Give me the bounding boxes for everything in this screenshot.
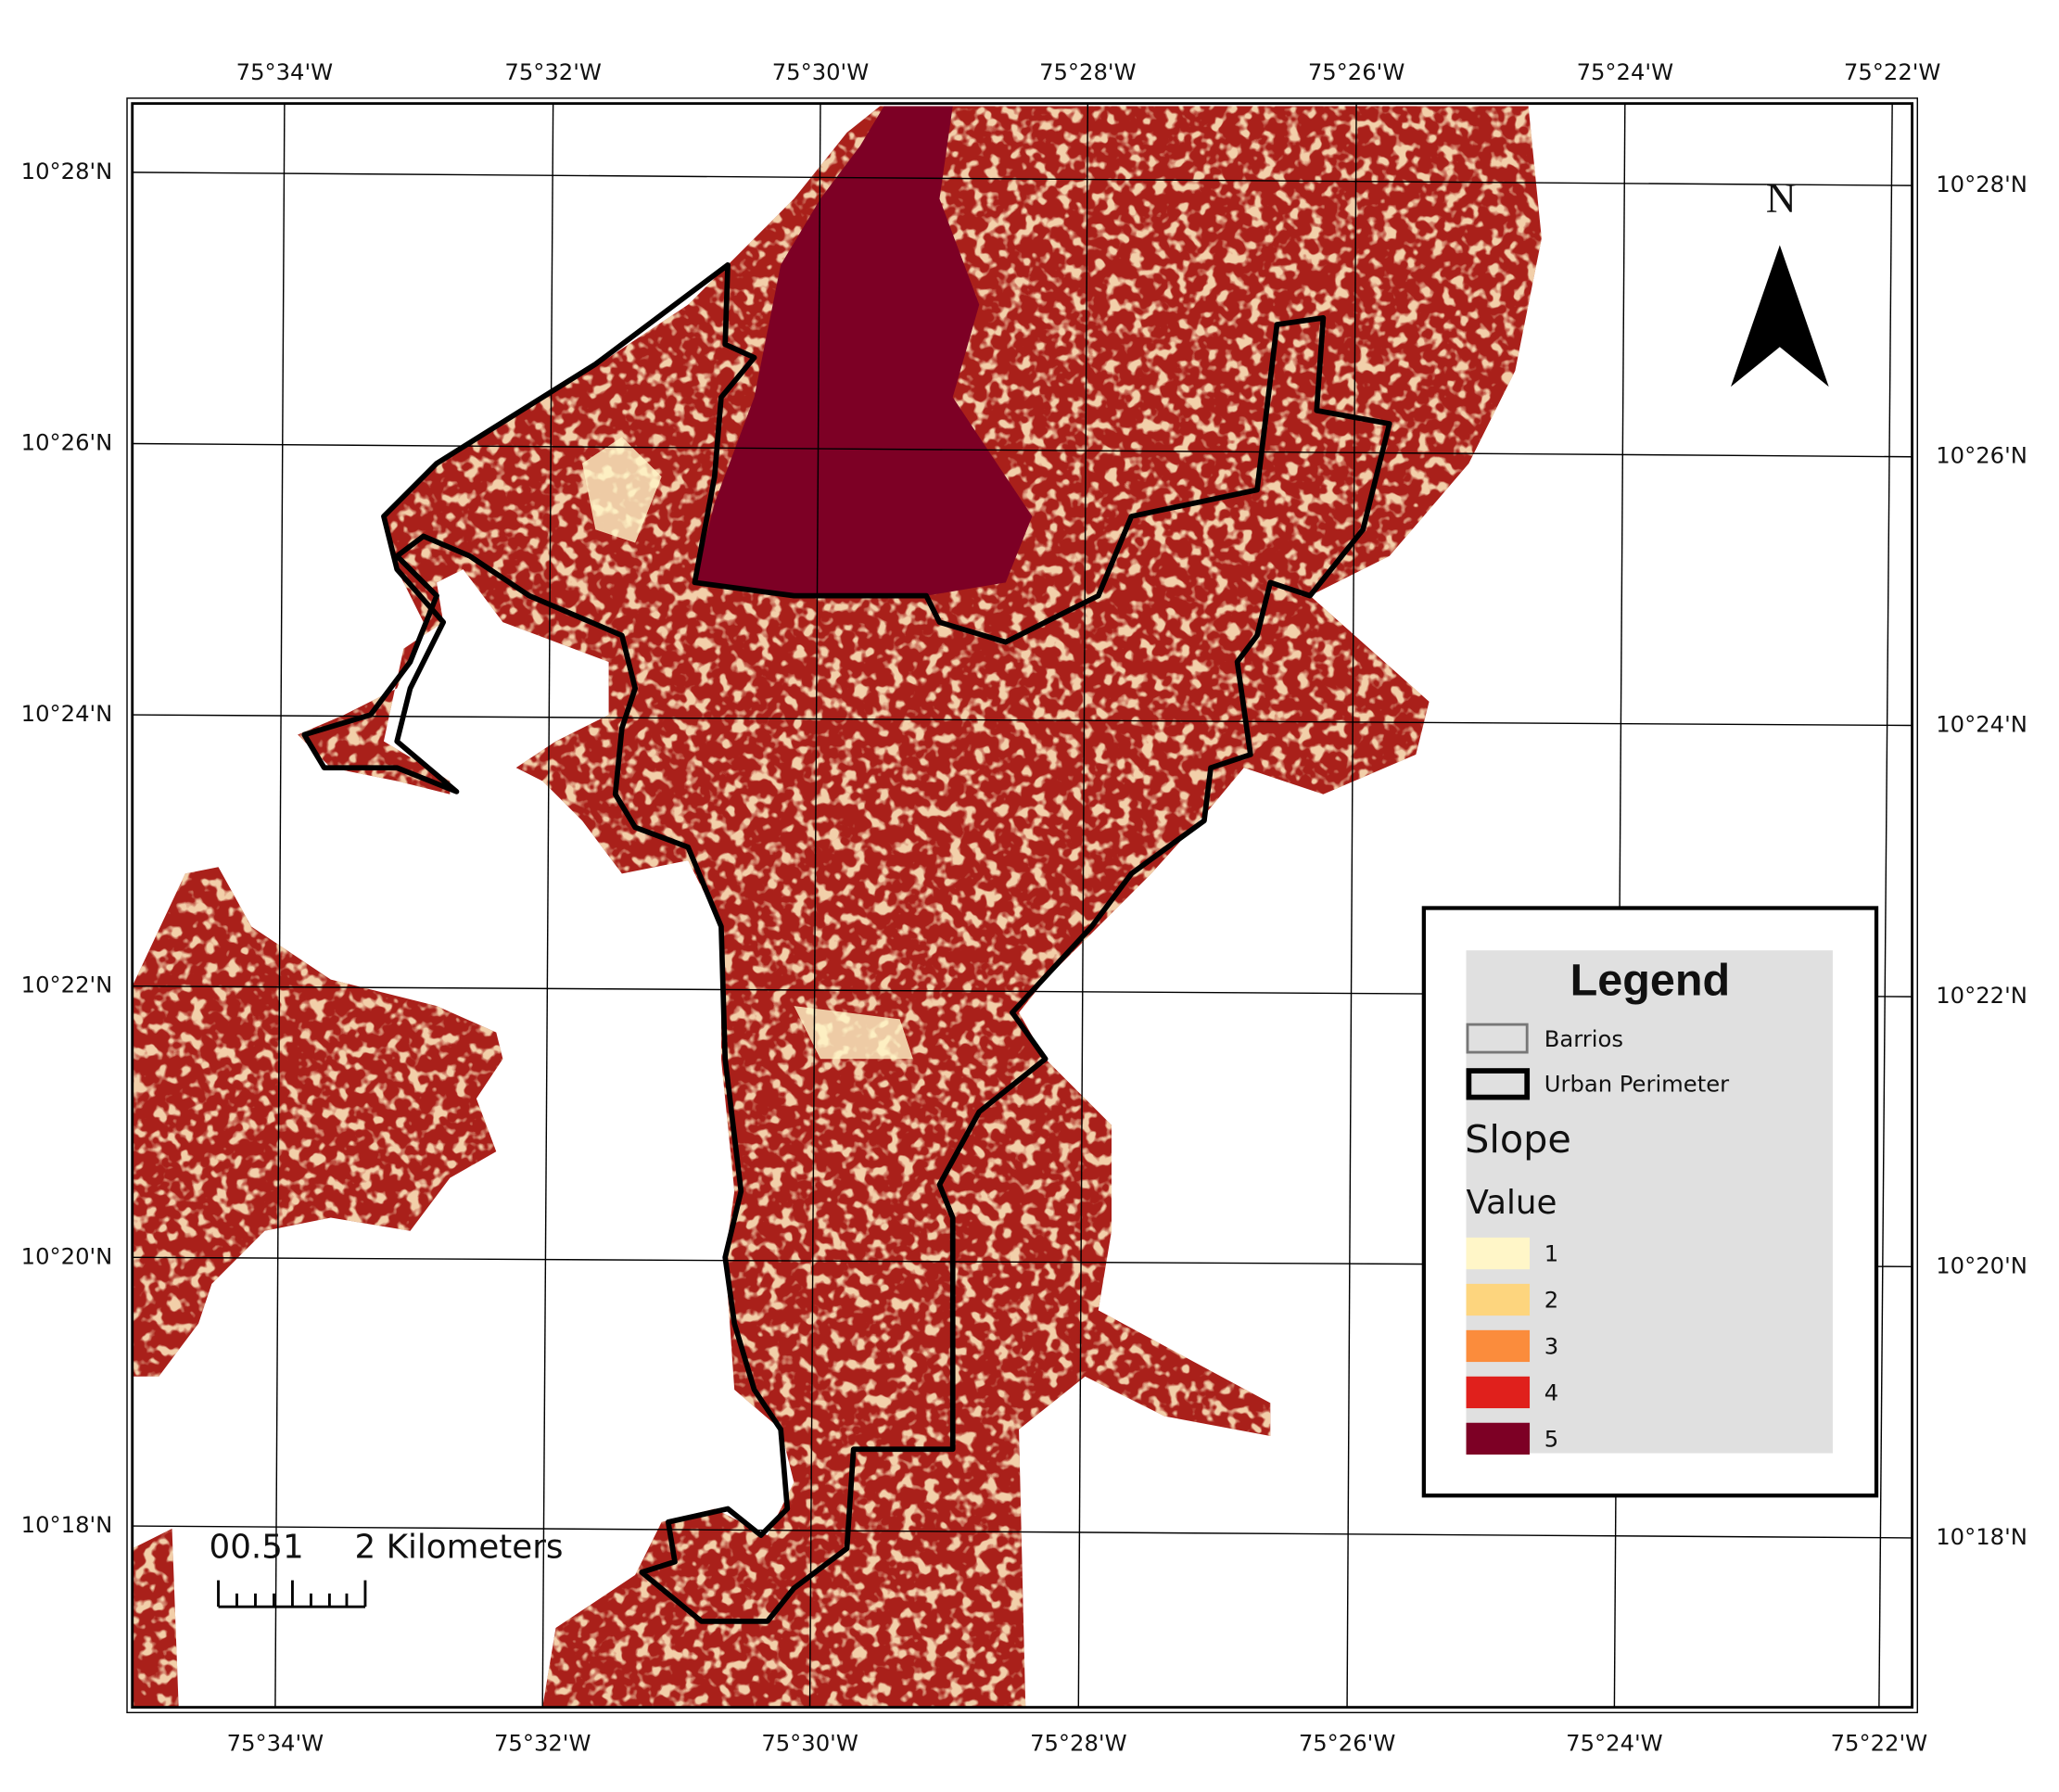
scale-bar: 00.51 2 Kilometers bbox=[210, 1528, 564, 1608]
parallel bbox=[132, 714, 1913, 727]
legend-swatch bbox=[1466, 1422, 1531, 1455]
lat-label: 10°24'N bbox=[1936, 711, 2027, 738]
lon-label: 75°28'W bbox=[1039, 58, 1137, 85]
north-label: N bbox=[1766, 174, 1797, 222]
legend-swatch bbox=[1466, 1283, 1531, 1316]
legend: Legend Barrios Urban Perimeter Slope Val… bbox=[1421, 906, 1879, 1498]
parallel bbox=[132, 172, 1913, 186]
parallel bbox=[132, 1525, 1913, 1539]
meridian bbox=[1077, 103, 1089, 1708]
lat-label: 10°20'N bbox=[21, 1242, 113, 1269]
legend-subtitle: Value bbox=[1467, 1184, 1557, 1222]
lon-label: 75°22'W bbox=[1844, 58, 1941, 85]
scale-label: 00.51 bbox=[210, 1528, 304, 1566]
lon-label: 75°26'W bbox=[1299, 1730, 1396, 1757]
legend-class-label: 3 bbox=[1544, 1332, 1558, 1359]
meridian bbox=[1878, 103, 1893, 1708]
lat-label: 10°26'N bbox=[1936, 442, 2027, 469]
legend-swatch bbox=[1466, 1376, 1531, 1409]
lat-label: 10°18'N bbox=[21, 1511, 113, 1538]
legend-class-label: 1 bbox=[1544, 1239, 1558, 1266]
legend-class-label: 5 bbox=[1544, 1425, 1558, 1452]
lat-label: 10°26'N bbox=[21, 428, 113, 455]
meridian bbox=[541, 103, 554, 1708]
lat-label: 10°22'N bbox=[21, 972, 113, 998]
parallel bbox=[132, 442, 1913, 458]
lon-label: 75°22'W bbox=[1831, 1730, 1928, 1757]
meridian bbox=[808, 103, 821, 1708]
meridian bbox=[1346, 103, 1357, 1708]
legend-subtitle: Slope bbox=[1465, 1117, 1571, 1162]
meridian bbox=[274, 103, 286, 1708]
lat-label: 10°28'N bbox=[1936, 171, 2027, 197]
legend-item: Barrios bbox=[1544, 1025, 1623, 1052]
map-frame-outer bbox=[126, 97, 1918, 1714]
lon-label: 75°24'W bbox=[1577, 58, 1674, 85]
legend-swatch bbox=[1466, 1237, 1531, 1270]
legend-class-label: 2 bbox=[1544, 1286, 1558, 1313]
lon-label: 75°34'W bbox=[236, 58, 334, 85]
legend-class-label: 4 bbox=[1544, 1379, 1558, 1405]
lat-label: 10°24'N bbox=[21, 700, 113, 727]
lon-label: 75°32'W bbox=[504, 58, 602, 85]
lon-label: 75°30'W bbox=[772, 58, 870, 85]
lon-label: 75°26'W bbox=[1308, 58, 1405, 85]
lon-label: 75°34'W bbox=[227, 1730, 324, 1757]
lat-label: 10°20'N bbox=[1936, 1252, 2027, 1278]
lat-label: 10°22'N bbox=[1936, 982, 2027, 1009]
lat-label: 10°28'N bbox=[21, 158, 113, 184]
legend-swatch bbox=[1466, 1329, 1531, 1363]
scale-label: 2 Kilometers bbox=[355, 1528, 564, 1566]
legend-title: Legend bbox=[1570, 956, 1731, 1006]
lon-label: 75°24'W bbox=[1566, 1730, 1663, 1757]
map-frame bbox=[131, 102, 1913, 1709]
urban-perimeter bbox=[301, 261, 1392, 1624]
graticule: 75°34'W 75°34'W 75°32'W 75°32'W 75°30'W 75°30… bbox=[21, 58, 2027, 1757]
legend-item: Urban Perimeter bbox=[1544, 1071, 1729, 1098]
north-arrow: N bbox=[1731, 174, 1829, 388]
lon-label: 75°32'W bbox=[494, 1730, 591, 1757]
lon-label: 75°28'W bbox=[1030, 1730, 1127, 1757]
lon-label: 75°30'W bbox=[761, 1730, 858, 1757]
lat-label: 10°18'N bbox=[1936, 1523, 2027, 1550]
